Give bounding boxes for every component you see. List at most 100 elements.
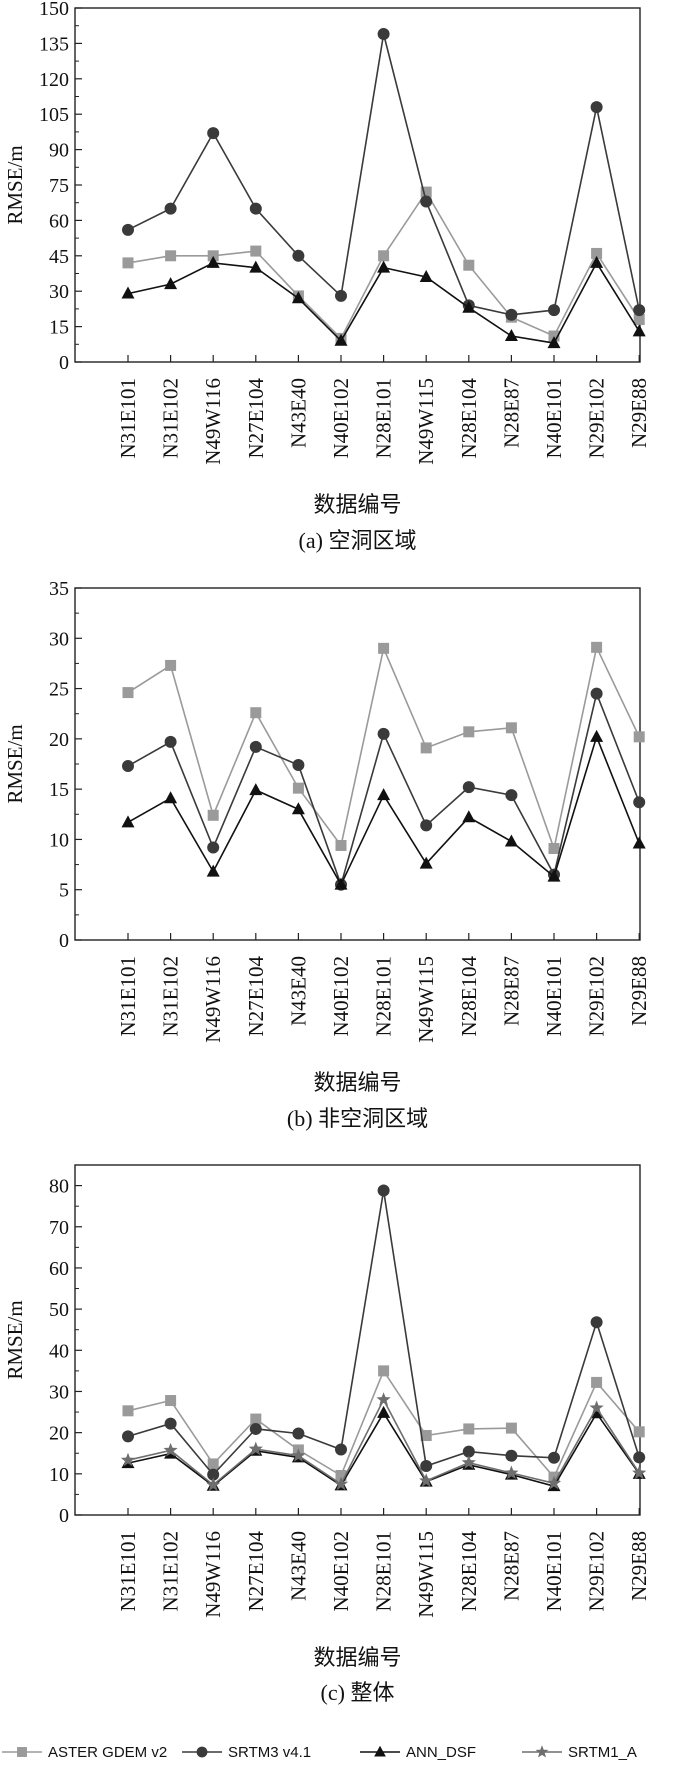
data-point-aster xyxy=(420,186,432,198)
data-point-ann xyxy=(590,255,604,268)
y-tick-label: 50 xyxy=(49,1299,69,1321)
chart-panel-c: 0 10 20 30 40 50 60 70 80 N31E101 N31E102 N49W116 N2… xyxy=(3,1164,651,1705)
data-point-srtm1 xyxy=(333,1476,349,1491)
data-point-ann xyxy=(377,1405,391,1418)
x-category-label: N29E88 xyxy=(627,378,651,448)
data-point-srtm3 xyxy=(590,1316,603,1329)
data-point-ann xyxy=(419,270,433,283)
data-point-srtm3 xyxy=(249,202,262,215)
series-line-aster xyxy=(127,1369,640,1479)
y-tick-label: 20 xyxy=(49,729,69,751)
data-point-aster xyxy=(122,687,134,699)
data-point-srtm3 xyxy=(505,308,518,321)
y-tick-label: 35 xyxy=(49,578,69,600)
y-tick-label: 135 xyxy=(39,33,69,55)
x-category-label: N28E104 xyxy=(457,956,481,1037)
panel-caption: (a) 空洞区域 xyxy=(299,528,417,553)
x-category-label: N40E101 xyxy=(542,956,566,1037)
data-point-ann xyxy=(249,783,263,796)
data-point-srtm3 xyxy=(420,195,433,208)
data-point-srtm1 xyxy=(589,1400,604,1414)
y-tick-label: 0 xyxy=(59,930,69,952)
data-point-srtm1 xyxy=(376,1392,391,1406)
x-category-label: N31E101 xyxy=(116,956,140,1037)
data-point-ann xyxy=(206,255,220,268)
y-tick-label: 150 xyxy=(39,0,69,20)
x-category-label: N28E101 xyxy=(372,956,396,1037)
series-srtm1 xyxy=(120,1392,647,1491)
data-point-ann xyxy=(504,834,518,847)
data-point-srtm3 xyxy=(122,223,134,236)
data-point-ann xyxy=(632,836,646,849)
y-tick-label: 120 xyxy=(39,69,69,91)
x-category-label: N43E40 xyxy=(286,378,310,448)
data-point-srtm3 xyxy=(122,760,134,773)
data-point-srtm1 xyxy=(546,1475,562,1490)
x-category-label: N31E102 xyxy=(159,378,183,459)
legend: ASTER GDEM v2 SRTM3 v4.1 ANN_DSF SRTM1_A xyxy=(2,1744,637,1761)
legend-marker-ann xyxy=(374,1745,386,1757)
x-category-label: N43E40 xyxy=(286,956,310,1026)
series-line-aster xyxy=(127,644,640,852)
data-point-srtm3 xyxy=(335,289,347,302)
data-point-ann xyxy=(462,810,476,823)
data-point-ann xyxy=(462,300,476,313)
data-point-srtm3 xyxy=(207,841,220,854)
x-category-label: N31E102 xyxy=(159,956,183,1037)
data-point-srtm1 xyxy=(632,1465,647,1480)
x-category-label: N27E104 xyxy=(244,956,268,1037)
data-point-srtm3 xyxy=(292,759,305,772)
legend-label: SRTM3 v4.1 xyxy=(228,1744,311,1761)
plot-frame xyxy=(74,1164,641,1516)
data-point-ann xyxy=(547,336,561,349)
x-category-label: N49W116 xyxy=(201,1531,225,1618)
x-category-label: N28E101 xyxy=(372,1531,396,1612)
data-point-ann xyxy=(504,329,518,342)
y-axis-title: RMSE/m xyxy=(3,145,27,224)
series-ann xyxy=(121,729,646,890)
data-point-aster xyxy=(591,247,603,259)
x-category-label: N29E88 xyxy=(627,1531,651,1601)
data-point-aster xyxy=(122,1405,134,1417)
x-axis-title: 数据编号 xyxy=(313,492,401,517)
data-point-srtm3 xyxy=(207,1468,220,1481)
data-point-aster xyxy=(548,330,560,342)
data-point-srtm3 xyxy=(420,819,433,832)
x-category-label: N29E88 xyxy=(627,956,651,1026)
data-point-aster xyxy=(122,257,134,269)
x-category-label: N49W116 xyxy=(201,378,225,465)
data-point-aster xyxy=(335,1469,347,1481)
data-point-srtm3 xyxy=(590,687,603,700)
x-category-label: N29E102 xyxy=(585,1531,609,1612)
y-tick-label: 105 xyxy=(39,104,69,126)
data-point-srtm3 xyxy=(548,304,560,317)
data-point-aster xyxy=(335,839,347,851)
data-point-srtm3 xyxy=(377,727,390,740)
x-category-label: N27E104 xyxy=(244,378,268,459)
data-point-srtm3 xyxy=(164,735,177,748)
data-point-aster xyxy=(463,726,475,738)
x-category-label: N40E102 xyxy=(329,1531,353,1612)
x-category-label: N40E102 xyxy=(329,956,353,1037)
y-axis-title: RMSE/m xyxy=(3,1300,27,1379)
x-category-label: N40E101 xyxy=(542,1531,566,1612)
panel-caption: (c) 整体 xyxy=(321,1680,395,1705)
data-point-srtm3 xyxy=(633,304,646,317)
x-category-label: N28E104 xyxy=(457,1531,481,1612)
data-point-srtm3 xyxy=(548,1451,560,1464)
y-tick-label: 70 xyxy=(49,1217,69,1239)
data-point-ann xyxy=(590,729,604,742)
legend-marker-aster xyxy=(17,1747,27,1757)
data-point-aster xyxy=(250,1413,262,1425)
y-tick-label: 20 xyxy=(49,1423,69,1445)
data-point-srtm3 xyxy=(505,789,518,802)
data-point-srtm3 xyxy=(207,127,220,140)
y-tick-label: 30 xyxy=(49,628,69,650)
data-point-srtm1 xyxy=(206,1477,221,1491)
data-point-srtm3 xyxy=(633,796,646,809)
data-point-aster xyxy=(633,314,645,326)
series-line-srtm3 xyxy=(127,33,640,316)
y-tick-label: 5 xyxy=(59,880,69,902)
data-point-ann xyxy=(121,286,135,299)
